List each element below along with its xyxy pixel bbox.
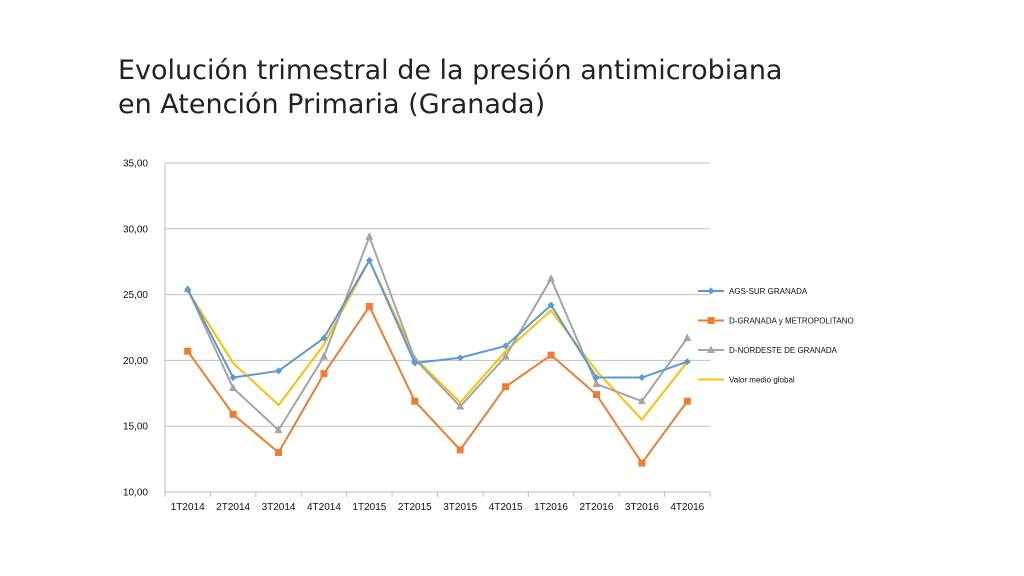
legend-label: Valor medio global: [729, 376, 795, 385]
legend-item: D-GRANADA y METROPOLITANO: [698, 317, 854, 326]
data-point: [365, 302, 373, 310]
legend-item: AGS-SUR GRANADA: [698, 287, 808, 296]
data-point: [547, 274, 556, 282]
x-tick-label: 3T2014: [262, 502, 296, 513]
data-point: [707, 345, 715, 353]
data-point: [501, 351, 510, 360]
data-point: [683, 397, 691, 405]
data-point: [502, 383, 510, 391]
series-3: [186, 259, 689, 421]
legend-label: D-GRANADA y METROPOLITANO: [729, 317, 854, 326]
series-1: [184, 302, 691, 467]
legend-item: Valor medio global: [698, 376, 795, 385]
data-point: [637, 396, 646, 405]
slide-title: Evolución trimestral de la presión antim…: [118, 54, 998, 122]
legend-item: D-NORDESTE DE GRANADA: [698, 345, 838, 355]
data-point: [229, 383, 238, 392]
data-point: [683, 358, 691, 366]
x-tick-labels: 1T2014 2T2014 3T2014 4T2014 1T2015 2T2015 3T20…: [171, 502, 705, 513]
x-tick-label: 4T2014: [307, 502, 341, 513]
data-point: [411, 397, 419, 405]
data-point: [229, 410, 237, 418]
series-line: [186, 259, 689, 421]
series: [183, 232, 692, 467]
legend-label: AGS-SUR GRANADA: [729, 287, 808, 296]
x-tick-label: 2T2016: [579, 502, 613, 513]
data-point: [456, 354, 464, 362]
series-0: [184, 256, 691, 382]
slide-title-line-1: Evolución trimestral de la presión antim…: [118, 55, 783, 86]
data-point: [707, 317, 715, 324]
axes: [164, 163, 711, 497]
y-tick-labels: 10,00 15,00 20,00 25,00 30,00 35,00: [123, 159, 148, 499]
legend: AGS-SUR GRANADA D-GRANADA y METROPOLITANO…: [698, 287, 854, 385]
data-point: [275, 367, 283, 375]
data-point: [592, 379, 601, 388]
y-tick-label: 25,00: [123, 290, 148, 301]
x-tick-label: 1T2015: [352, 502, 386, 513]
data-point: [638, 374, 646, 382]
data-point: [456, 401, 465, 410]
data-point: [592, 391, 600, 399]
data-point: [547, 301, 555, 309]
data-point: [707, 287, 715, 295]
data-point: [365, 232, 374, 240]
data-point: [638, 459, 646, 467]
data-point: [184, 347, 192, 355]
data-point: [502, 342, 510, 350]
data-point: [320, 334, 328, 342]
series-2: [183, 232, 692, 434]
data-point: [365, 256, 373, 264]
x-tick-label: 4T2015: [489, 502, 523, 513]
series-line: [186, 259, 688, 379]
data-point: [229, 374, 237, 382]
x-tick-label: 1T2016: [534, 502, 568, 513]
y-tick-label: 15,00: [123, 422, 148, 433]
data-point: [184, 285, 192, 293]
data-point: [683, 333, 692, 342]
data-point: [592, 374, 600, 382]
x-tick-label: 1T2014: [171, 502, 205, 513]
data-point: [320, 370, 328, 378]
y-tick-label: 35,00: [123, 159, 148, 170]
x-tick-label: 2T2015: [398, 502, 432, 513]
y-tick-label: 30,00: [123, 224, 148, 235]
data-point: [456, 446, 464, 454]
data-point: [275, 449, 283, 457]
data-point: [411, 359, 419, 367]
x-tick-label: 3T2016: [625, 502, 659, 513]
y-tick-label: 20,00: [123, 356, 148, 367]
legend-label: D-NORDESTE DE GRANADA: [729, 346, 838, 355]
x-tick-label: 4T2016: [670, 502, 704, 513]
slide-title-line-2: en Atención Primaria (Granada): [118, 89, 546, 120]
series-line: [186, 235, 689, 432]
data-point: [274, 425, 283, 434]
x-tick-label: 3T2015: [443, 502, 477, 513]
x-tick-label: 2T2014: [216, 502, 250, 513]
data-point: [319, 351, 328, 360]
y-tick-label: 10,00: [123, 488, 148, 499]
data-point: [547, 351, 555, 359]
series-line: [186, 305, 689, 465]
